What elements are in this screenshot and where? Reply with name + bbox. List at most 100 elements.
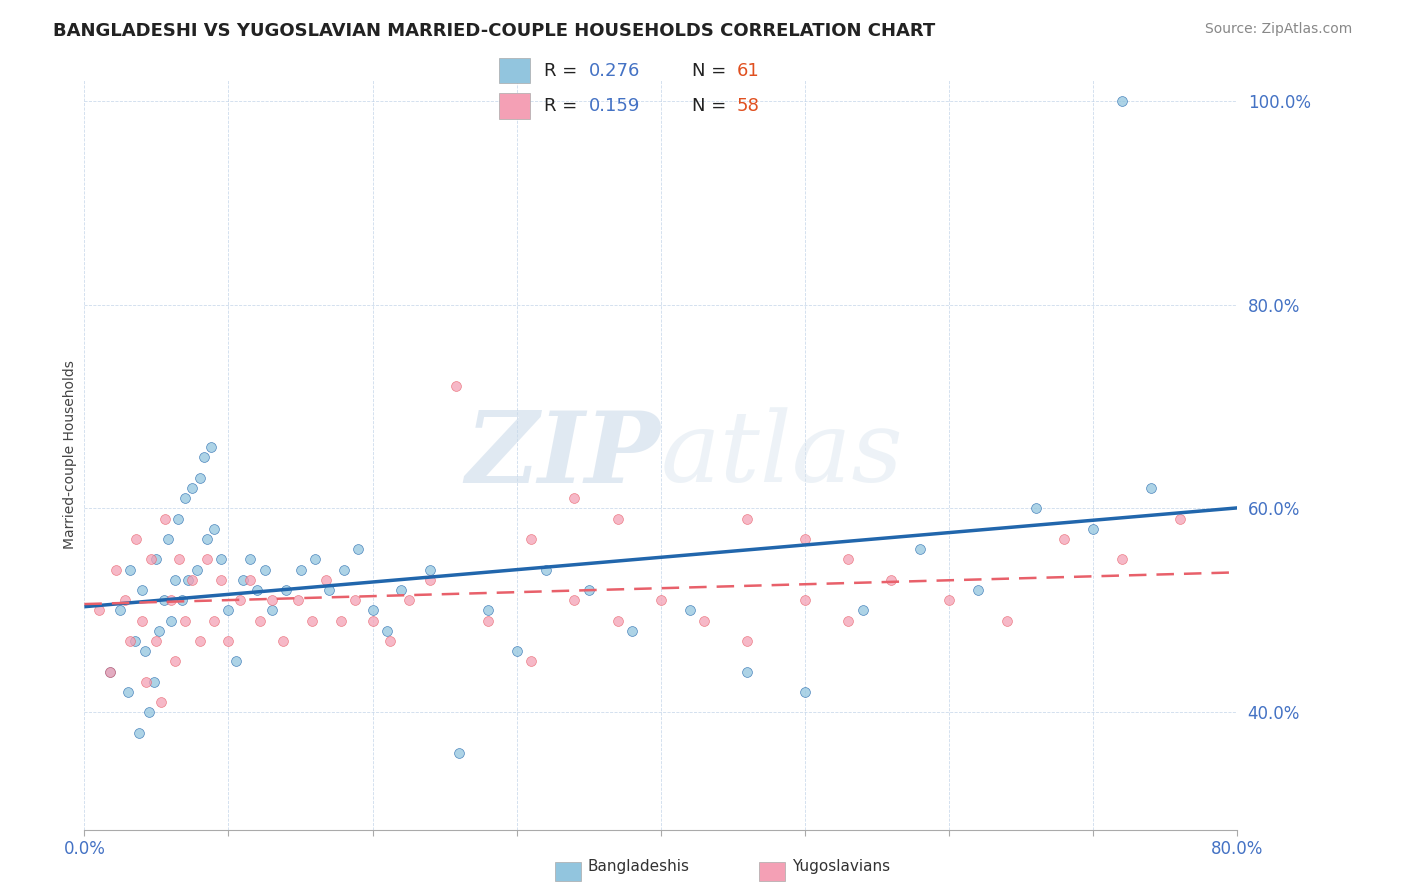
Point [398,593,420,607]
Point [1111,94,1133,108]
Point [477,614,499,628]
Point [1111,552,1133,566]
Point [880,573,903,587]
Point [520,532,543,546]
Point [995,614,1018,628]
Point [138,706,160,720]
Point [153,511,176,525]
Point [1140,481,1163,495]
Point [938,593,960,607]
Point [177,573,200,587]
Point [134,644,156,658]
Point [145,634,167,648]
Point [837,552,859,566]
Point [693,614,716,628]
Point [195,552,218,566]
Point [837,614,859,628]
Point [315,573,337,587]
Point [246,582,269,597]
Point [1053,532,1076,546]
Point [679,603,702,617]
Point [120,563,142,577]
Point [142,674,165,689]
Point [160,593,183,607]
Point [181,481,204,495]
Text: 0.276: 0.276 [588,62,640,79]
Point [125,532,148,546]
Text: BANGLADESHI VS YUGOSLAVIAN MARRIED-COUPLE HOUSEHOLDS CORRELATION CHART: BANGLADESHI VS YUGOSLAVIAN MARRIED-COUPL… [53,22,935,40]
Point [621,624,644,638]
Point [128,725,150,739]
Text: ZIP: ZIP [465,407,661,503]
Point [174,491,197,506]
Point [260,603,283,617]
Point [117,685,139,699]
Text: R =: R = [544,62,582,79]
Point [120,634,142,648]
Point [135,674,157,689]
Text: 58: 58 [737,97,759,115]
Point [239,552,262,566]
Point [172,593,194,607]
Point [301,614,323,628]
Point [105,563,128,577]
Point [449,746,471,760]
Point [910,542,932,557]
Point [520,654,543,668]
Point [477,603,499,617]
Text: R =: R = [544,97,582,115]
Point [193,450,215,465]
Point [225,654,247,668]
Point [318,582,340,597]
Point [794,593,817,607]
Point [271,634,294,648]
Text: Yugoslavians: Yugoslavians [792,859,890,873]
Point [131,582,153,597]
Text: N =: N = [692,97,731,115]
Point [347,542,370,557]
Point [506,644,529,658]
Point [131,614,153,628]
Point [209,552,232,566]
Point [361,603,384,617]
Point [1025,501,1047,516]
Point [444,379,467,393]
Point [344,593,367,607]
Point [174,614,197,628]
Point [737,634,759,648]
Point [967,582,990,597]
Point [229,593,252,607]
Point [378,634,401,648]
Point [139,552,162,566]
Point [419,573,441,587]
Point [606,614,628,628]
Point [375,624,398,638]
Point [737,511,759,525]
Point [188,471,211,485]
Point [232,573,254,587]
Point [87,603,110,617]
Point [287,593,309,607]
Point [200,440,222,454]
Text: 61: 61 [737,62,759,79]
Text: Bangladeshis: Bangladeshis [588,859,690,873]
Point [304,552,326,566]
Text: N =: N = [692,62,731,79]
Point [253,563,276,577]
Point [794,532,817,546]
Point [169,552,191,566]
Point [202,614,225,628]
Point [333,563,356,577]
Text: 0.159: 0.159 [588,97,640,115]
Bar [499,93,530,119]
Point [391,582,413,597]
Point [160,614,183,628]
Point [98,665,121,679]
Point [218,634,240,648]
Point [650,593,672,607]
Point [145,552,167,566]
Point [290,563,312,577]
Y-axis label: Married-couple Households: Married-couple Households [63,360,77,549]
Point [181,573,204,587]
Text: Source: ZipAtlas.com: Source: ZipAtlas.com [1205,22,1353,37]
